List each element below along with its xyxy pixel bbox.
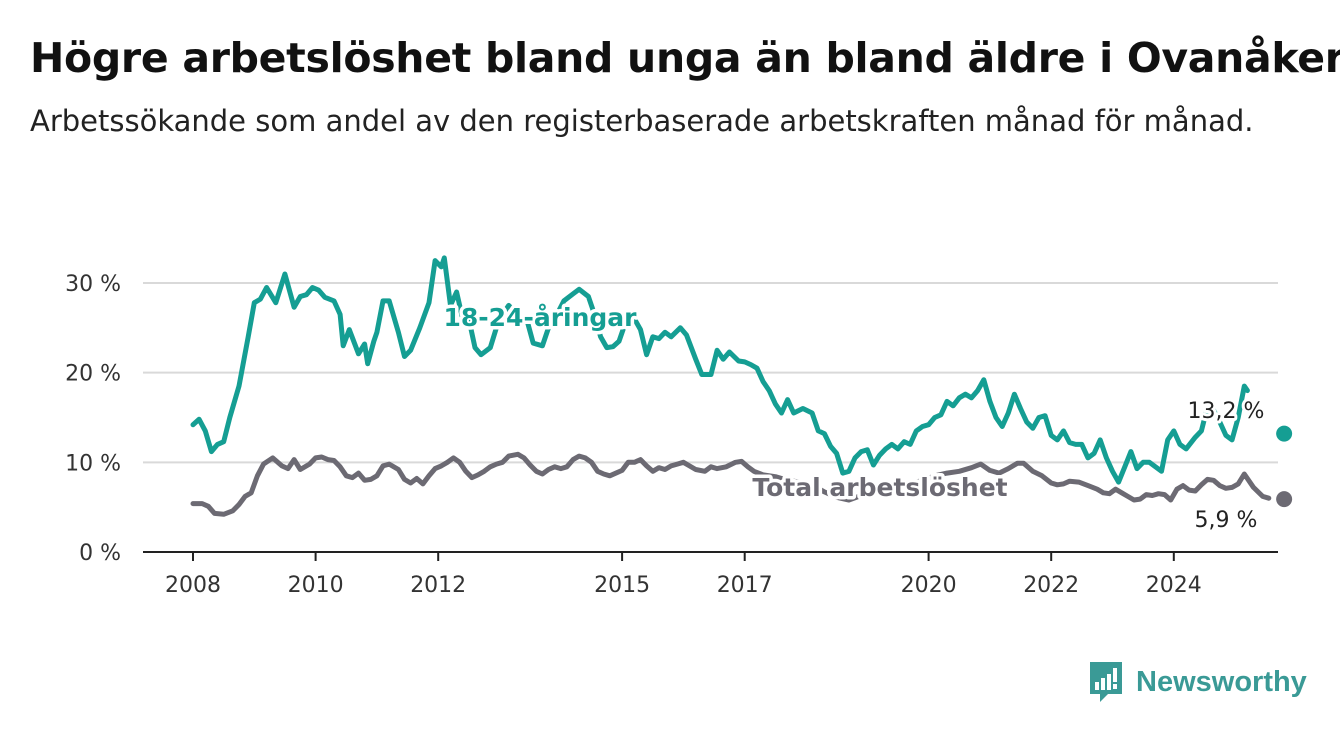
x-tick-label: 2022 bbox=[1023, 573, 1079, 598]
y-axis-labels: 0 % 10 % 20 % 30 % bbox=[65, 272, 121, 566]
x-tick-label: 2015 bbox=[594, 573, 650, 598]
x-tick-label: 2024 bbox=[1146, 573, 1202, 598]
chart-title: Högre arbetslöshet bland unga än bland ä… bbox=[30, 34, 1340, 82]
brand-logo: Newsworthy bbox=[1088, 660, 1307, 704]
brand-name: Newsworthy bbox=[1136, 665, 1307, 698]
y-tick-label: 0 % bbox=[79, 541, 121, 566]
y-tick-label: 30 % bbox=[65, 272, 121, 297]
chart-subtitle: Arbetssökande som andel av den registerb… bbox=[30, 104, 1254, 138]
end-point-total bbox=[1276, 491, 1293, 508]
y-tick-label: 20 % bbox=[65, 362, 121, 387]
end-value-label: 5,9 % bbox=[1195, 508, 1258, 533]
series-name-label: 18-24-åringar bbox=[444, 303, 638, 332]
end-value-label: 13,2 % bbox=[1188, 399, 1265, 424]
x-tick-label: 2020 bbox=[901, 573, 957, 598]
x-tick-label: 2017 bbox=[717, 573, 773, 598]
series-lines bbox=[190, 255, 1272, 517]
end-point-youth bbox=[1276, 425, 1293, 442]
x-tick-label: 2012 bbox=[410, 573, 466, 598]
y-tick-label: 10 % bbox=[65, 451, 121, 476]
x-tick-label: 2010 bbox=[288, 573, 344, 598]
series-line-total bbox=[190, 451, 1272, 517]
series-labels: 13,2 % 18-24-åringar 5,9 % Total arbetslösh… bbox=[440, 300, 1293, 536]
series-line-youth bbox=[190, 255, 1250, 485]
x-tick-label: 2008 bbox=[165, 573, 221, 598]
newsworthy-logo-icon bbox=[1090, 662, 1122, 702]
x-axis: 2008 2010 2012 2015 2017 2020 2022 2024 bbox=[143, 551, 1278, 598]
series-name-label: Total arbetslöshet bbox=[752, 473, 1007, 502]
